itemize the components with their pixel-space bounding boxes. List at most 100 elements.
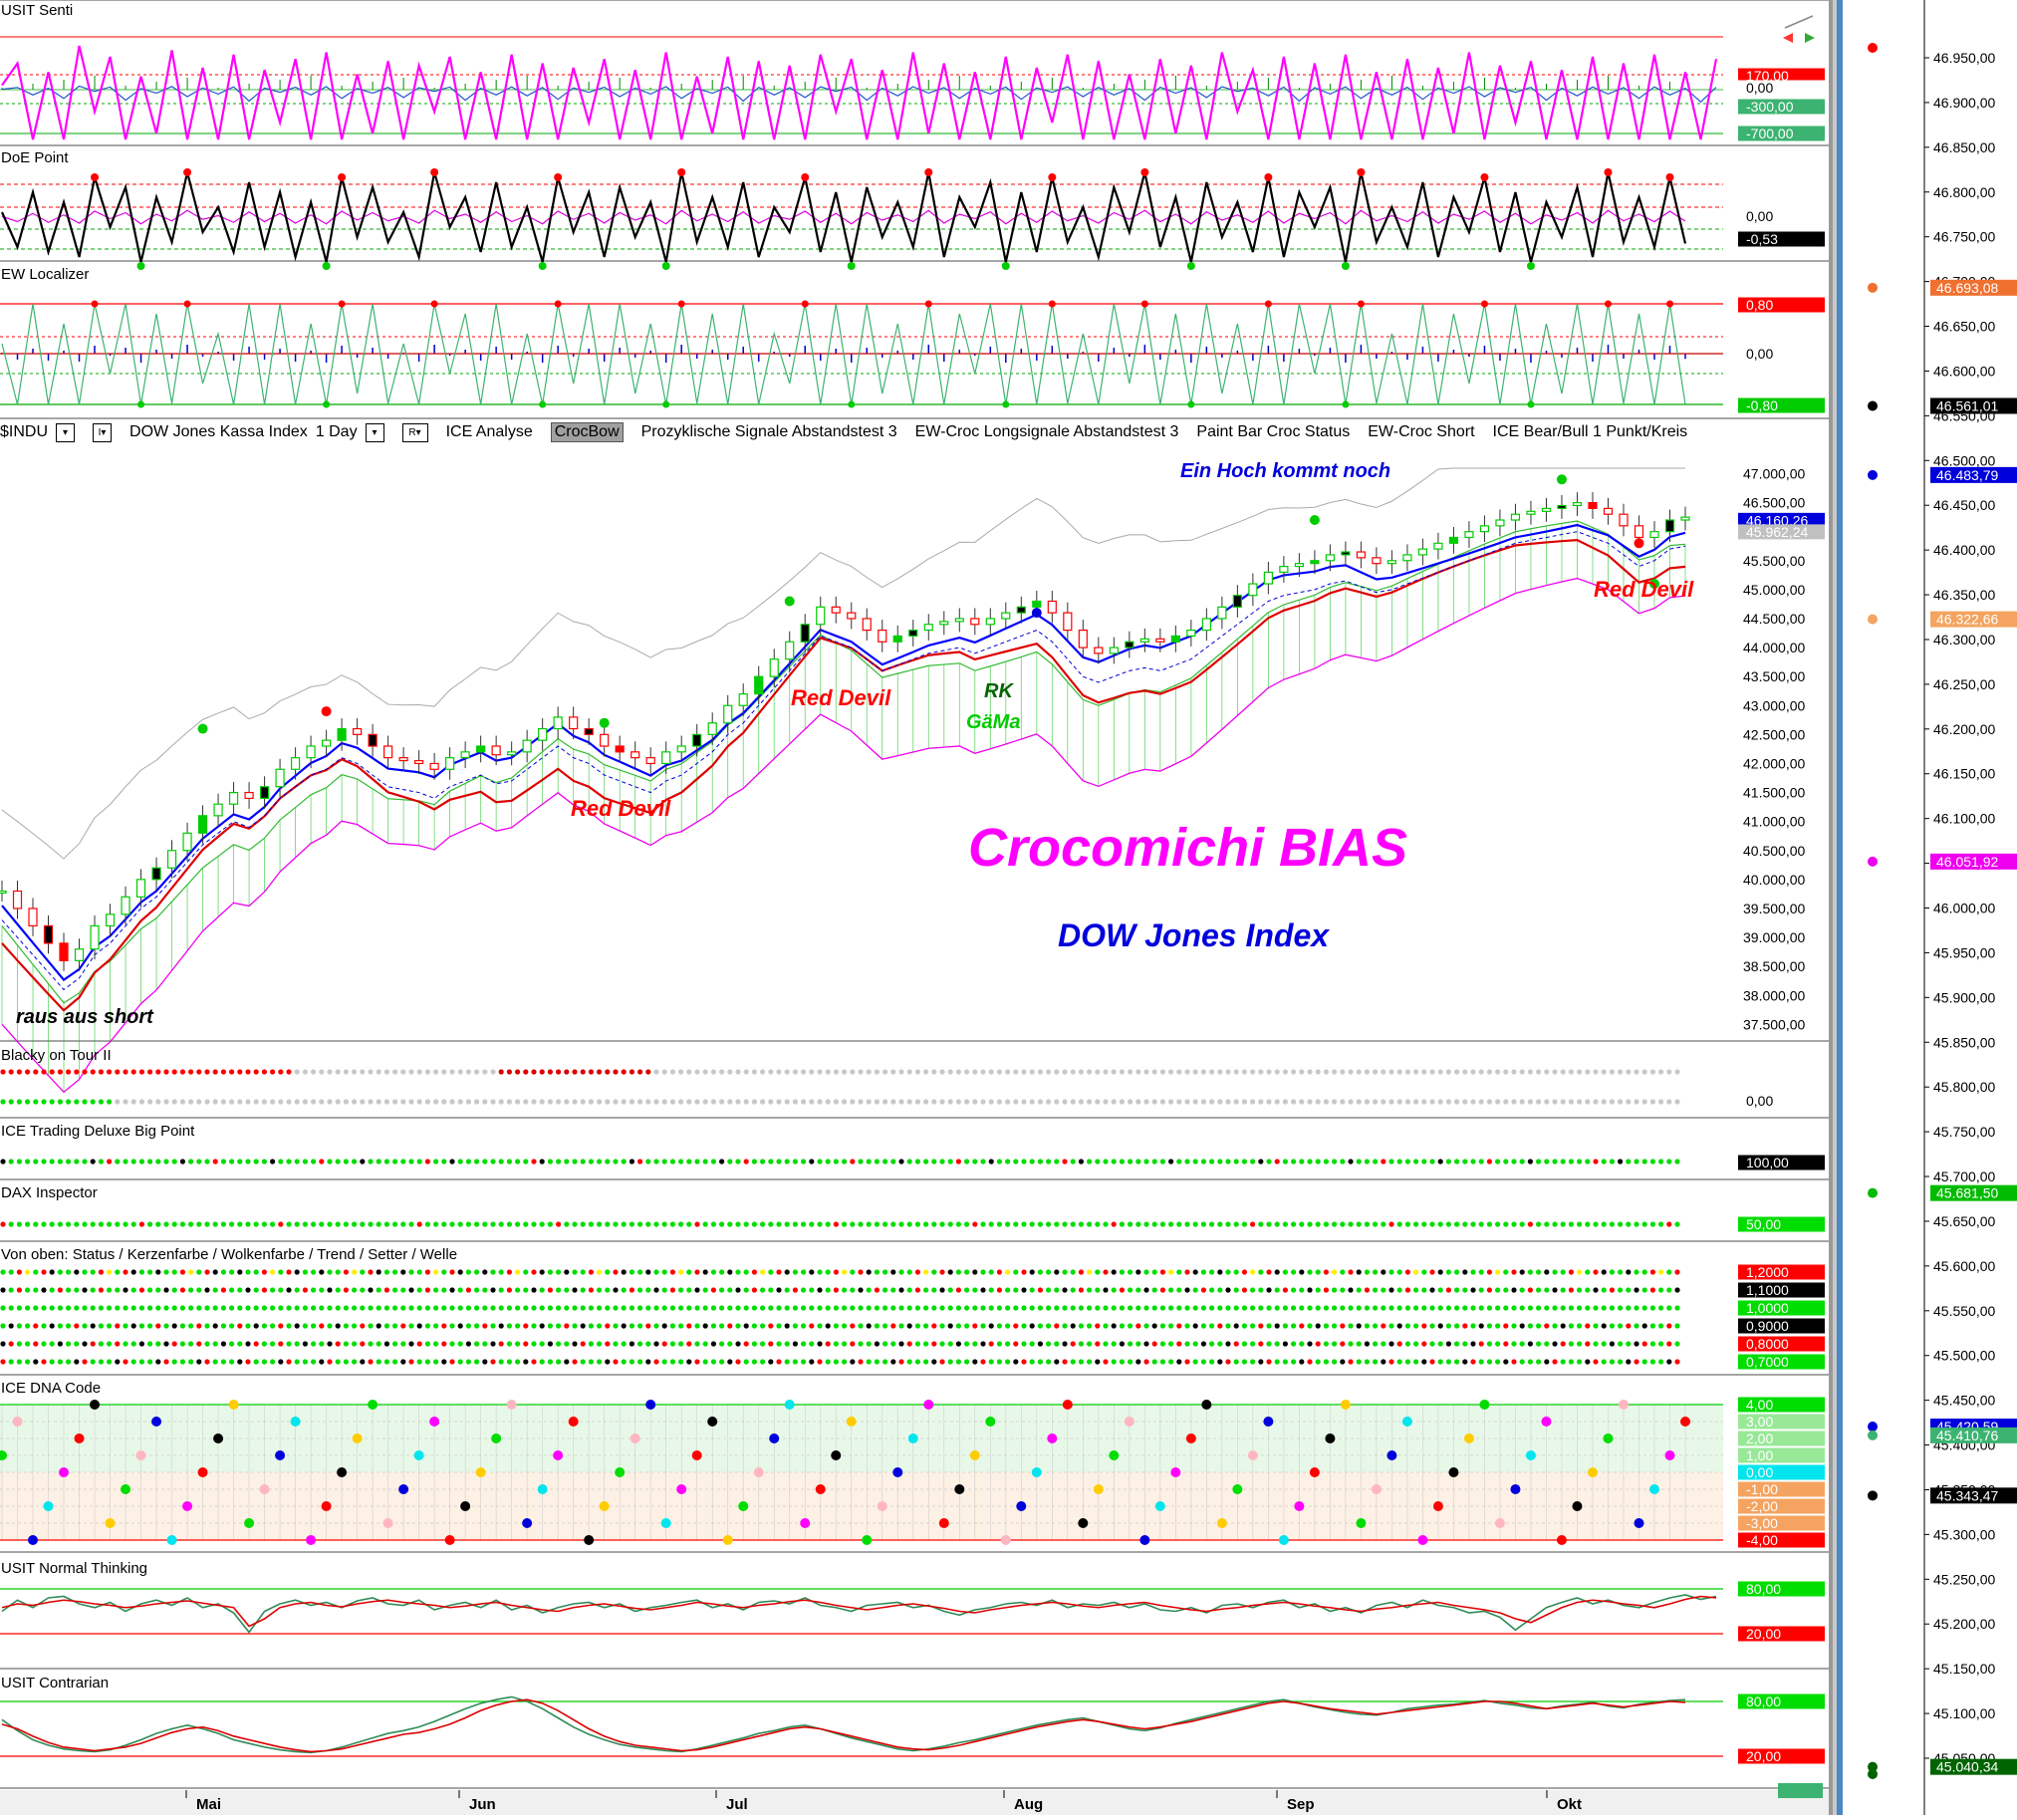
candle-body — [892, 635, 902, 643]
right-axis-tag-bg — [1930, 853, 2017, 870]
contra-tag: 80,00 — [1738, 1693, 1825, 1709]
von-oben-dot — [1593, 1287, 1599, 1293]
von-oben-dot — [1258, 1359, 1264, 1365]
von-oben-dot — [368, 1305, 374, 1311]
blacky-dot-upper — [613, 1069, 619, 1075]
blacky-dot-upper — [866, 1069, 872, 1075]
von-oben-dot — [1364, 1305, 1370, 1311]
blacky-dot-upper — [923, 1069, 929, 1075]
von-oben-dot — [1373, 1305, 1379, 1311]
von-oben-dot — [237, 1323, 243, 1329]
symbol-dropdown-button[interactable]: ▾ — [56, 422, 76, 442]
ice-trading-dot — [564, 1159, 570, 1165]
blacky-dot-upper — [1282, 1069, 1288, 1075]
dax-inspector-dot — [220, 1221, 226, 1227]
ice-trading-dot — [286, 1159, 292, 1165]
ice-trading-dot — [1348, 1159, 1354, 1165]
ice-trading-dot — [1168, 1159, 1174, 1165]
dna-dot — [1201, 1400, 1212, 1410]
candle-body — [1557, 504, 1567, 509]
main-price-tag-bg — [1738, 524, 1825, 540]
dax-inspector-dot — [858, 1221, 864, 1227]
von-oben-dot — [1340, 1287, 1346, 1293]
right-scrollbar — [1837, 0, 1843, 1815]
candle — [28, 898, 38, 936]
dax-inspector-dot — [204, 1221, 210, 1227]
main-y-tick-label: 39.000,00 — [1743, 929, 1805, 945]
toolbar-item-ice-analyse[interactable]: ICE Analyse — [445, 423, 533, 440]
dna-dot — [429, 1417, 440, 1427]
blacky-dot-upper — [1536, 1069, 1542, 1075]
blacky-dot-upper — [392, 1069, 398, 1075]
blacky-dot-lower — [882, 1099, 888, 1105]
instrument-dropdown-button[interactable]: I▾ — [93, 422, 113, 442]
von-oben-dot — [1299, 1323, 1305, 1329]
dax-inspector-dot — [964, 1221, 970, 1227]
von-oben-dot — [343, 1359, 349, 1365]
von-oben-dot — [253, 1359, 259, 1365]
toolbar-item-crocbow[interactable]: CrocBow — [550, 422, 624, 442]
von-oben-dot — [196, 1341, 202, 1347]
dna-dot — [599, 1501, 610, 1511]
blacky-dot-lower — [1135, 1099, 1141, 1105]
blacky-dot-lower — [1486, 1099, 1492, 1105]
main-y-tick-label: 47.000,00 — [1743, 465, 1805, 481]
normal-tag: 20,00 — [1738, 1626, 1825, 1642]
von-oben-dot — [1503, 1341, 1509, 1347]
von-oben-dot — [1373, 1359, 1379, 1365]
r-button[interactable]: R▾ — [401, 422, 428, 442]
blacky-dot-upper — [1176, 1069, 1182, 1075]
von-oben-dot — [229, 1269, 235, 1275]
toolbar-item-ice-bear-bull[interactable]: ICE Bear/Bull 1 Punkt/Kreis — [1492, 423, 1688, 440]
toolbar-item-ew-croc-short[interactable]: EW-Croc Short — [1368, 423, 1475, 440]
von-oben-dot — [352, 1341, 358, 1347]
candle — [0, 881, 7, 902]
von-oben-dot — [1128, 1269, 1134, 1275]
ice-trading-dot — [368, 1159, 374, 1165]
dashed-blue-line — [1, 531, 1686, 991]
blacky-dot-upper — [939, 1069, 945, 1075]
ice-trading-dot — [1470, 1159, 1476, 1165]
von-oben-dot — [1544, 1359, 1550, 1365]
von-oben-dot — [1486, 1305, 1492, 1311]
blacky-dot-lower — [16, 1099, 22, 1105]
dax-inspector-dot — [621, 1221, 627, 1227]
toolbar-item-ew-croc-long[interactable]: EW-Croc Longsignale Abstandstest 3 — [914, 423, 1179, 440]
von-oben-dot — [408, 1323, 414, 1329]
dna-dot — [537, 1484, 548, 1494]
toolbar-item-paint-bar[interactable]: Paint Bar Croc Status — [1196, 423, 1351, 440]
von-oben-dot — [1021, 1269, 1027, 1275]
blacky-dot-upper — [1560, 1069, 1566, 1075]
von-oben-dot — [1486, 1341, 1492, 1347]
von-oben-dot — [621, 1287, 627, 1293]
von-oben-dot — [605, 1341, 611, 1347]
von-oben-dot — [1536, 1287, 1542, 1293]
von-oben-dot — [1005, 1341, 1011, 1347]
dax-inspector-dot — [735, 1221, 741, 1227]
von-oben-dot — [1176, 1359, 1182, 1365]
blacky-dot-upper — [147, 1069, 153, 1075]
interval-dropdown-button[interactable]: ▾ — [365, 422, 384, 442]
doe-tag: -0,53 — [1738, 231, 1825, 247]
annotation-red-devil-right: Red Devil — [1594, 577, 1694, 602]
dax-inspector-dot — [1454, 1221, 1460, 1227]
blacky-dot-upper — [661, 1069, 667, 1075]
candle — [707, 712, 717, 745]
von-oben-dot — [449, 1269, 455, 1275]
von-oben-dot — [1176, 1269, 1182, 1275]
von-oben-dot — [858, 1323, 864, 1329]
candle-body — [1310, 560, 1320, 565]
dax-inspector-dot — [801, 1221, 807, 1227]
von-oben-dot — [645, 1323, 651, 1329]
von-oben-dot — [1618, 1323, 1624, 1329]
blacky-dot-lower — [898, 1099, 904, 1105]
dna-tag: 4,00 — [1738, 1397, 1825, 1413]
dax-inspector-dot — [1168, 1221, 1174, 1227]
pane-title-von-oben: Von oben: Status / Kerzenfarbe / Wolkenf… — [1, 1246, 458, 1263]
right-axis-tick-label: 46.000,00 — [1933, 901, 1995, 916]
blacky-dot-upper — [735, 1069, 741, 1075]
toolbar-item-prozyklische[interactable]: Prozyklische Signale Abstandstest 3 — [640, 423, 897, 440]
von-oben-dot — [817, 1341, 823, 1347]
von-oben-dot — [1307, 1269, 1313, 1275]
von-oben-dot — [482, 1359, 488, 1365]
